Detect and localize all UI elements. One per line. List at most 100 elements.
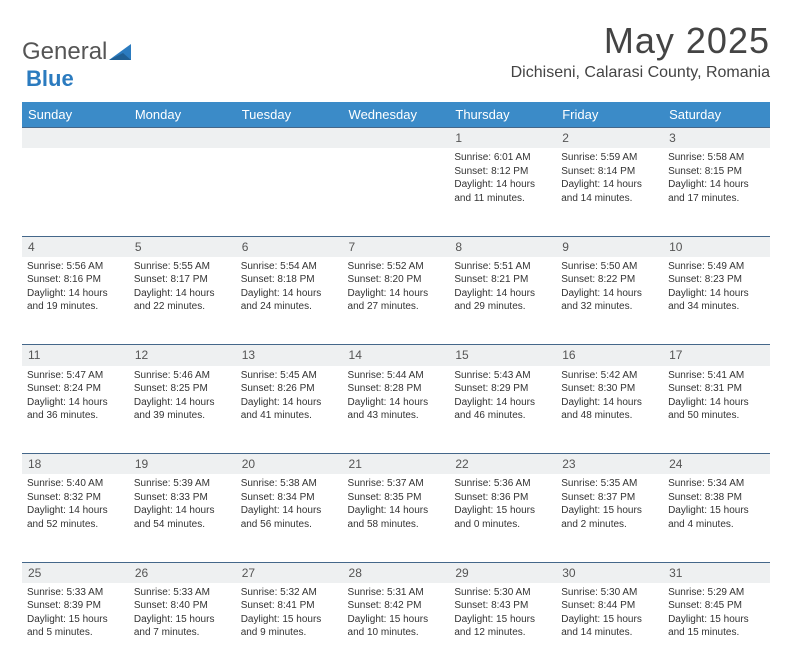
day-detail-cell: Sunrise: 5:42 AMSunset: 8:30 PMDaylight:… bbox=[556, 366, 663, 454]
daylight-line: Daylight: 14 hours and 14 minutes. bbox=[561, 178, 658, 205]
sunrise-line: Sunrise: 6:01 AM bbox=[454, 151, 551, 165]
daylight-line: Daylight: 14 hours and 56 minutes. bbox=[241, 504, 338, 531]
day-number-cell: 9 bbox=[556, 236, 663, 257]
sunset-line: Sunset: 8:34 PM bbox=[241, 491, 338, 505]
day-number-cell: 17 bbox=[663, 345, 770, 366]
day-number-cell: 14 bbox=[343, 345, 450, 366]
daylight-line: Daylight: 14 hours and 29 minutes. bbox=[454, 287, 551, 314]
day-number-cell bbox=[343, 128, 450, 149]
sunset-line: Sunset: 8:45 PM bbox=[668, 599, 765, 613]
daylight-line: Daylight: 14 hours and 17 minutes. bbox=[668, 178, 765, 205]
day-detail-cell: Sunrise: 5:35 AMSunset: 8:37 PMDaylight:… bbox=[556, 474, 663, 562]
sunset-line: Sunset: 8:37 PM bbox=[561, 491, 658, 505]
day-number-cell: 29 bbox=[449, 562, 556, 583]
sunrise-line: Sunrise: 5:40 AM bbox=[27, 477, 124, 491]
daylight-line: Daylight: 15 hours and 12 minutes. bbox=[454, 613, 551, 640]
daylight-line: Daylight: 14 hours and 32 minutes. bbox=[561, 287, 658, 314]
day-number-cell bbox=[236, 128, 343, 149]
sunset-line: Sunset: 8:14 PM bbox=[561, 165, 658, 179]
sunset-line: Sunset: 8:15 PM bbox=[668, 165, 765, 179]
day-detail-cell: Sunrise: 5:58 AMSunset: 8:15 PMDaylight:… bbox=[663, 148, 770, 236]
day-number-cell: 22 bbox=[449, 454, 556, 475]
sunset-line: Sunset: 8:12 PM bbox=[454, 165, 551, 179]
logo-text-general: General bbox=[22, 38, 107, 66]
day-number-cell: 28 bbox=[343, 562, 450, 583]
sunrise-line: Sunrise: 5:35 AM bbox=[561, 477, 658, 491]
sunrise-line: Sunrise: 5:58 AM bbox=[668, 151, 765, 165]
sunrise-line: Sunrise: 5:51 AM bbox=[454, 260, 551, 274]
daylight-line: Daylight: 14 hours and 39 minutes. bbox=[134, 396, 231, 423]
day-number-cell: 16 bbox=[556, 345, 663, 366]
sunset-line: Sunset: 8:42 PM bbox=[348, 599, 445, 613]
day-number-cell: 3 bbox=[663, 128, 770, 149]
weekday-header-row: SundayMondayTuesdayWednesdayThursdayFrid… bbox=[22, 102, 770, 128]
sunrise-line: Sunrise: 5:33 AM bbox=[134, 586, 231, 600]
weekday-header: Sunday bbox=[22, 102, 129, 128]
sunrise-line: Sunrise: 5:32 AM bbox=[241, 586, 338, 600]
daylight-line: Daylight: 14 hours and 24 minutes. bbox=[241, 287, 338, 314]
day-detail-cell: Sunrise: 5:56 AMSunset: 8:16 PMDaylight:… bbox=[22, 257, 129, 345]
daylight-line: Daylight: 14 hours and 22 minutes. bbox=[134, 287, 231, 314]
daylight-line: Daylight: 14 hours and 19 minutes. bbox=[27, 287, 124, 314]
sunset-line: Sunset: 8:44 PM bbox=[561, 599, 658, 613]
day-number-cell: 11 bbox=[22, 345, 129, 366]
day-detail-cell: Sunrise: 5:38 AMSunset: 8:34 PMDaylight:… bbox=[236, 474, 343, 562]
day-number-cell: 12 bbox=[129, 345, 236, 366]
sunrise-line: Sunrise: 5:47 AM bbox=[27, 369, 124, 383]
day-number-cell: 13 bbox=[236, 345, 343, 366]
day-number-cell: 6 bbox=[236, 236, 343, 257]
sunrise-line: Sunrise: 5:41 AM bbox=[668, 369, 765, 383]
sunrise-line: Sunrise: 5:30 AM bbox=[454, 586, 551, 600]
day-number-cell: 24 bbox=[663, 454, 770, 475]
day-number-cell: 30 bbox=[556, 562, 663, 583]
sunset-line: Sunset: 8:33 PM bbox=[134, 491, 231, 505]
sunrise-line: Sunrise: 5:34 AM bbox=[668, 477, 765, 491]
sunrise-line: Sunrise: 5:46 AM bbox=[134, 369, 231, 383]
day-number-cell: 19 bbox=[129, 454, 236, 475]
day-detail-cell: Sunrise: 5:30 AMSunset: 8:44 PMDaylight:… bbox=[556, 583, 663, 671]
sunset-line: Sunset: 8:20 PM bbox=[348, 273, 445, 287]
daylight-line: Daylight: 15 hours and 2 minutes. bbox=[561, 504, 658, 531]
sunset-line: Sunset: 8:39 PM bbox=[27, 599, 124, 613]
sunrise-line: Sunrise: 5:30 AM bbox=[561, 586, 658, 600]
day-detail-cell: Sunrise: 5:47 AMSunset: 8:24 PMDaylight:… bbox=[22, 366, 129, 454]
daylight-line: Daylight: 15 hours and 9 minutes. bbox=[241, 613, 338, 640]
day-detail-cell: Sunrise: 5:32 AMSunset: 8:41 PMDaylight:… bbox=[236, 583, 343, 671]
day-detail-cell: Sunrise: 5:50 AMSunset: 8:22 PMDaylight:… bbox=[556, 257, 663, 345]
day-detail-cell: Sunrise: 5:29 AMSunset: 8:45 PMDaylight:… bbox=[663, 583, 770, 671]
day-detail-cell: Sunrise: 5:43 AMSunset: 8:29 PMDaylight:… bbox=[449, 366, 556, 454]
day-number-cell: 5 bbox=[129, 236, 236, 257]
day-number-cell: 23 bbox=[556, 454, 663, 475]
day-number-cell: 26 bbox=[129, 562, 236, 583]
sunset-line: Sunset: 8:38 PM bbox=[668, 491, 765, 505]
day-number-cell: 21 bbox=[343, 454, 450, 475]
day-number-row: 11121314151617 bbox=[22, 345, 770, 366]
sunset-line: Sunset: 8:22 PM bbox=[561, 273, 658, 287]
day-detail-row: Sunrise: 6:01 AMSunset: 8:12 PM Daylight:… bbox=[22, 148, 770, 236]
sunset-line: Sunset: 8:35 PM bbox=[348, 491, 445, 505]
daylight-line: Daylight: 14 hours and 54 minutes. bbox=[134, 504, 231, 531]
sunrise-line: Sunrise: 5:56 AM bbox=[27, 260, 124, 274]
daylight-line: Daylight: 14 hours and 46 minutes. bbox=[454, 396, 551, 423]
day-detail-row: Sunrise: 5:56 AMSunset: 8:16 PMDaylight:… bbox=[22, 257, 770, 345]
sunrise-line: Sunrise: 5:54 AM bbox=[241, 260, 338, 274]
title-block: May 2025 Dichiseni, Calarasi County, Rom… bbox=[511, 20, 770, 82]
sunrise-line: Sunrise: 5:36 AM bbox=[454, 477, 551, 491]
day-detail-cell: Sunrise: 5:40 AMSunset: 8:32 PMDaylight:… bbox=[22, 474, 129, 562]
sunrise-line: Sunrise: 5:52 AM bbox=[348, 260, 445, 274]
sunset-line: Sunset: 8:23 PM bbox=[668, 273, 765, 287]
day-number-cell bbox=[22, 128, 129, 149]
day-detail-cell: Sunrise: 5:46 AMSunset: 8:25 PMDaylight:… bbox=[129, 366, 236, 454]
weekday-header: Tuesday bbox=[236, 102, 343, 128]
sunrise-line: Sunrise: 5:33 AM bbox=[27, 586, 124, 600]
sunset-line: Sunset: 8:25 PM bbox=[134, 382, 231, 396]
weekday-header: Saturday bbox=[663, 102, 770, 128]
daylight-line: Daylight: 14 hours and 27 minutes. bbox=[348, 287, 445, 314]
day-detail-cell: Sunrise: 5:36 AMSunset: 8:36 PMDaylight:… bbox=[449, 474, 556, 562]
daylight-line: Daylight: 15 hours and 5 minutes. bbox=[27, 613, 124, 640]
daylight-line: Daylight: 14 hours and 36 minutes. bbox=[27, 396, 124, 423]
sunset-line: Sunset: 8:18 PM bbox=[241, 273, 338, 287]
sunrise-line: Sunrise: 5:42 AM bbox=[561, 369, 658, 383]
day-detail-cell: Sunrise: 6:01 AMSunset: 8:12 PMDaylight:… bbox=[449, 148, 556, 236]
day-detail-cell bbox=[22, 148, 129, 236]
